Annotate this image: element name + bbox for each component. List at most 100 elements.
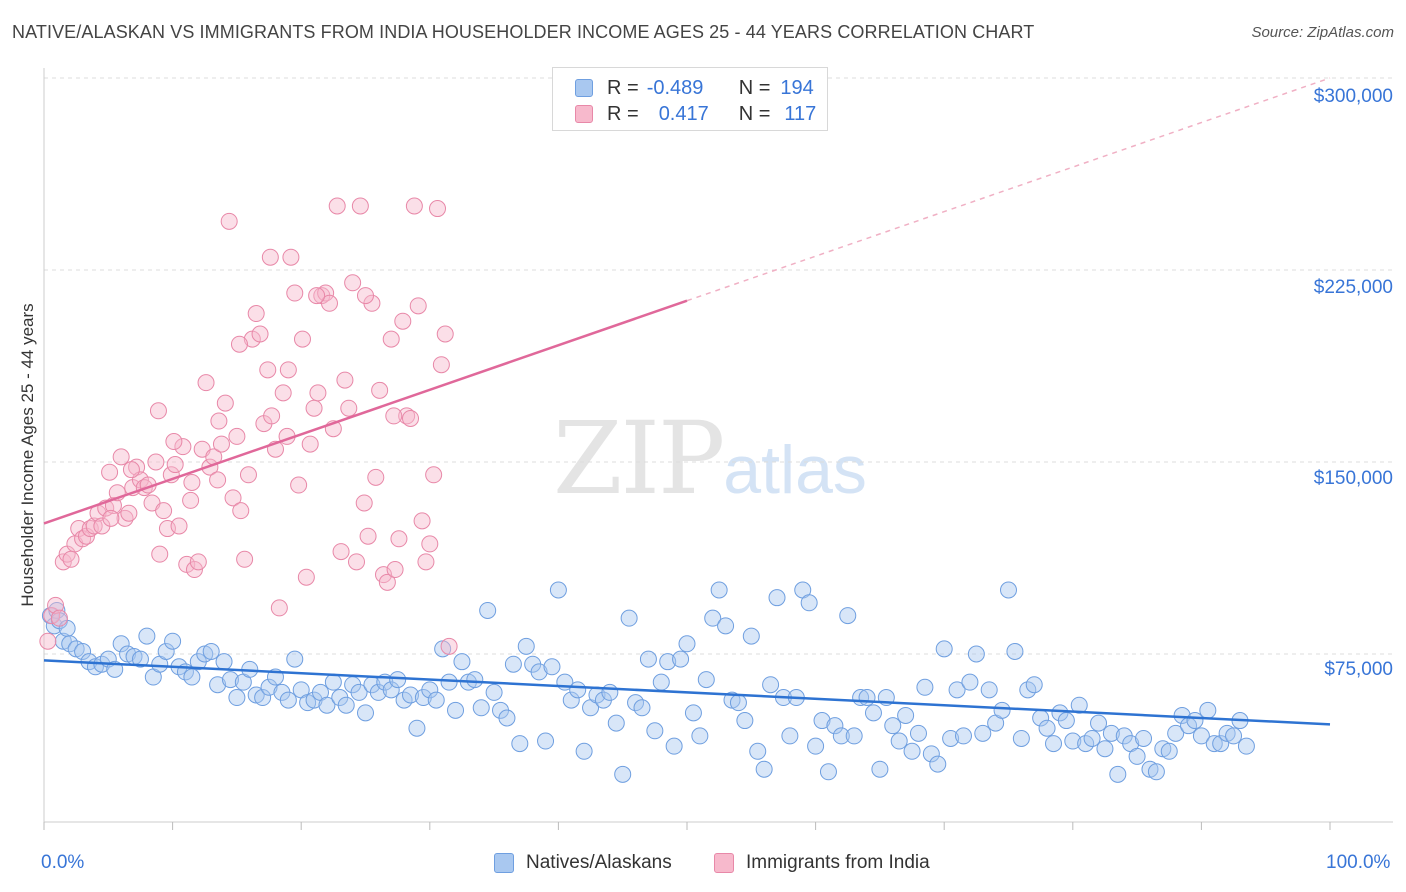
y-axis-label: Householder Income Ages 25 - 44 years <box>18 303 37 607</box>
data-point-india <box>402 409 420 427</box>
data-point-natives <box>337 696 355 714</box>
legend-item-india: Immigrants from India <box>714 852 930 874</box>
data-point-natives <box>357 704 374 722</box>
data-point-india <box>378 573 396 591</box>
legend-row-natives: R = -0.489 N = 194 <box>575 76 814 100</box>
data-point-natives <box>826 717 844 735</box>
data-point-natives <box>980 681 998 699</box>
data-point-india <box>232 502 250 520</box>
data-point-india <box>344 274 362 292</box>
data-point-natives <box>1199 701 1217 719</box>
data-point-natives <box>1000 581 1017 599</box>
data-point-natives <box>1012 729 1030 747</box>
data-point-india <box>286 284 304 302</box>
data-point-natives <box>1225 727 1243 745</box>
data-point-natives <box>916 678 934 696</box>
data-point-india <box>425 466 443 484</box>
legend-n-label: N = <box>738 76 771 99</box>
data-point-natives <box>350 683 368 701</box>
chart-title: NATIVE/ALASKAN VS IMMIGRANTS FROM INDIA … <box>12 22 1035 42</box>
legend-swatch-blue <box>575 79 593 97</box>
data-point-natives <box>800 594 818 612</box>
data-point-natives <box>157 642 175 660</box>
data-point-natives <box>575 742 593 760</box>
data-point-natives <box>421 681 439 699</box>
data-point-natives <box>537 732 555 750</box>
data-point-india <box>328 197 346 215</box>
data-point-india <box>62 550 80 568</box>
data-point-india <box>385 407 403 425</box>
data-point-natives <box>974 724 992 742</box>
y-tick-label-225000: $225,000 <box>1313 277 1393 298</box>
data-point-india <box>112 448 130 466</box>
data-point-natives <box>260 678 278 696</box>
data-point-india <box>263 407 281 425</box>
data-point-natives <box>389 671 407 689</box>
data-point-india <box>182 491 200 509</box>
trendline-india <box>43 299 688 525</box>
data-point-natives <box>1237 737 1255 755</box>
data-point-natives <box>813 712 831 730</box>
legend-r-label: R = <box>607 76 639 99</box>
watermark: ZIPatlas <box>553 400 867 517</box>
data-point-natives <box>562 691 580 709</box>
data-point-natives <box>228 689 246 707</box>
data-point-natives <box>672 650 690 668</box>
data-point-natives <box>112 635 130 653</box>
data-point-india <box>209 471 227 489</box>
data-point-natives <box>472 699 490 717</box>
data-point-natives <box>1083 729 1101 747</box>
data-point-natives <box>1147 763 1165 781</box>
data-point-india <box>417 553 435 571</box>
data-point-natives <box>504 655 522 673</box>
data-point-natives <box>498 709 516 727</box>
data-point-natives <box>678 635 696 653</box>
data-point-india <box>220 212 238 230</box>
legend-r-value: -0.489 <box>646 76 704 99</box>
data-point-india <box>432 356 450 374</box>
legend-n-value: 117 <box>784 102 817 125</box>
data-point-india <box>47 596 65 614</box>
data-point-natives <box>704 609 722 627</box>
data-point-india <box>440 637 458 655</box>
data-point-natives <box>839 607 857 625</box>
data-point-natives <box>710 581 728 599</box>
data-point-natives <box>909 724 927 742</box>
data-point-india <box>413 512 431 530</box>
data-point-india <box>147 453 165 471</box>
data-point-natives <box>736 712 754 730</box>
data-point-natives <box>1045 735 1063 753</box>
data-point-india <box>270 599 288 617</box>
data-point-natives <box>819 763 837 781</box>
data-point-natives <box>530 663 548 681</box>
data-point-natives <box>832 727 850 745</box>
data-point-india <box>120 504 138 522</box>
data-point-natives <box>138 627 156 645</box>
data-point-india <box>122 461 140 479</box>
data-point-natives <box>286 650 304 668</box>
data-point-natives <box>684 704 702 722</box>
data-point-natives <box>382 681 400 699</box>
data-point-india <box>293 330 311 348</box>
data-point-natives <box>1025 676 1043 694</box>
data-point-india <box>359 527 377 545</box>
data-point-india <box>274 384 292 402</box>
data-point-natives <box>164 632 182 650</box>
data-point-natives <box>884 717 902 735</box>
data-point-natives <box>607 714 625 732</box>
data-point-india <box>290 476 308 494</box>
data-point-natives <box>749 742 767 760</box>
data-point-india <box>390 530 408 548</box>
data-point-natives <box>1192 727 1210 745</box>
data-point-natives <box>1090 714 1108 732</box>
data-point-natives <box>1167 724 1185 742</box>
data-point-natives <box>890 732 908 750</box>
data-point-india <box>320 294 338 312</box>
data-point-natives <box>614 765 632 783</box>
data-point-india <box>165 433 183 451</box>
watermark-zip: ZIP <box>553 400 725 517</box>
data-point-natives <box>215 653 233 671</box>
data-point-india <box>336 371 354 389</box>
data-point-india <box>405 197 423 215</box>
